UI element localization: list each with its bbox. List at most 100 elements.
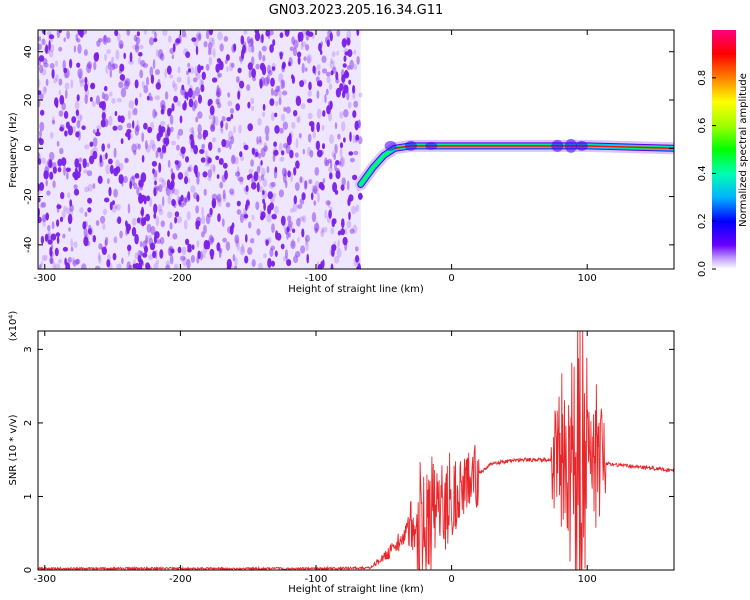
noise-blob	[197, 250, 201, 260]
x-tick-label: -200	[169, 273, 192, 284]
noise-blob	[260, 211, 266, 219]
noise-blob	[198, 33, 201, 40]
noise-blob	[286, 226, 290, 233]
noise-blob	[265, 30, 270, 37]
noise-blob	[251, 105, 255, 111]
noise-blob	[335, 170, 341, 180]
noise-blob	[281, 63, 286, 73]
noise-blob	[58, 89, 62, 96]
noise-blob	[210, 123, 216, 132]
y-tick-label: 1	[23, 493, 34, 499]
noise-blob	[322, 110, 326, 117]
noise-blob	[160, 100, 166, 110]
noise-blob	[82, 221, 87, 230]
noise-blob	[353, 49, 357, 55]
noise-blob	[298, 177, 304, 184]
noise-blob	[290, 208, 294, 213]
noise-blob	[325, 71, 331, 77]
noise-blob	[38, 55, 45, 62]
x-tick-label: 0	[448, 574, 454, 585]
noise-blob	[295, 160, 300, 169]
noise-blob	[331, 248, 335, 257]
noise-blob	[126, 30, 131, 36]
noise-blob	[237, 90, 241, 100]
noise-blob	[185, 156, 189, 163]
noise-blob	[134, 97, 139, 106]
noise-blob	[286, 259, 292, 267]
noise-blob	[303, 56, 307, 62]
noise-blob	[119, 63, 125, 72]
noise-blob	[300, 245, 306, 254]
noise-blob	[77, 68, 83, 79]
noise-blob	[274, 205, 279, 215]
noise-blob	[239, 80, 245, 89]
noise-blob	[78, 157, 83, 163]
noise-blob	[321, 227, 325, 234]
noise-blob	[205, 214, 211, 225]
noise-blob	[256, 182, 260, 193]
noise-blob	[234, 156, 239, 165]
noise-blob	[271, 223, 275, 234]
noise-blob	[166, 65, 172, 75]
noise-blob	[107, 178, 110, 185]
noise-blob	[355, 254, 360, 263]
noise-blob	[251, 176, 256, 186]
noise-blob	[261, 214, 264, 221]
noise-blob	[55, 60, 58, 67]
noise-blob	[318, 42, 322, 52]
noise-blob	[348, 211, 351, 221]
spectrogram-y-label: Frequency (Hz)	[8, 112, 19, 188]
noise-blob	[217, 31, 223, 41]
noise-blob	[75, 258, 81, 265]
noise-blob	[146, 195, 151, 202]
noise-blob	[267, 64, 271, 75]
x-tick-label: -100	[305, 574, 328, 585]
noise-blob	[158, 162, 162, 173]
noise-blob	[189, 127, 194, 134]
noise-blob	[153, 263, 159, 269]
noise-blob	[286, 230, 289, 240]
noise-blob	[286, 258, 290, 266]
noise-blob	[176, 195, 180, 204]
noise-blob	[269, 202, 274, 211]
noise-blob	[167, 247, 172, 257]
noise-blob	[298, 216, 305, 222]
noise-blob	[239, 179, 244, 185]
noise-blob	[291, 36, 295, 45]
noise-blob	[216, 85, 220, 96]
noise-blob	[247, 101, 251, 109]
noise-blob	[241, 49, 245, 60]
noise-blob	[166, 124, 170, 132]
noise-blob	[313, 222, 320, 232]
noise-blob	[186, 258, 191, 269]
noise-blob	[183, 100, 187, 109]
noise-blob	[108, 262, 113, 269]
noise-blob	[90, 149, 94, 159]
noise-blob	[307, 90, 312, 97]
noise-blob	[195, 45, 199, 56]
noise-blob	[49, 44, 55, 53]
noise-blob	[304, 67, 308, 72]
noise-blob	[97, 252, 101, 261]
noise-blob	[153, 235, 157, 244]
noise-blob	[171, 199, 176, 207]
snr-y-ticks: 0 1 2 3	[23, 346, 674, 573]
snr-panel: -300 -200 -100 0 100 0 1 2 3 Height of straight…	[8, 311, 675, 595]
noise-blob	[296, 116, 300, 123]
noise-blob	[258, 262, 263, 269]
noise-blob	[127, 246, 131, 255]
noise-blob	[176, 133, 180, 140]
noise-blob	[324, 93, 327, 104]
noise-blob	[134, 252, 139, 260]
noise-blob	[56, 203, 60, 213]
noise-blob	[112, 125, 118, 131]
noise-blob	[273, 89, 279, 97]
noise-blob	[227, 100, 233, 107]
noise-blob	[287, 220, 293, 227]
noise-blob	[331, 51, 336, 58]
noise-blob	[133, 259, 136, 269]
noise-blob	[216, 242, 221, 252]
noise-blob	[132, 120, 135, 129]
noise-blob	[41, 201, 47, 208]
noise-blob	[148, 37, 155, 46]
